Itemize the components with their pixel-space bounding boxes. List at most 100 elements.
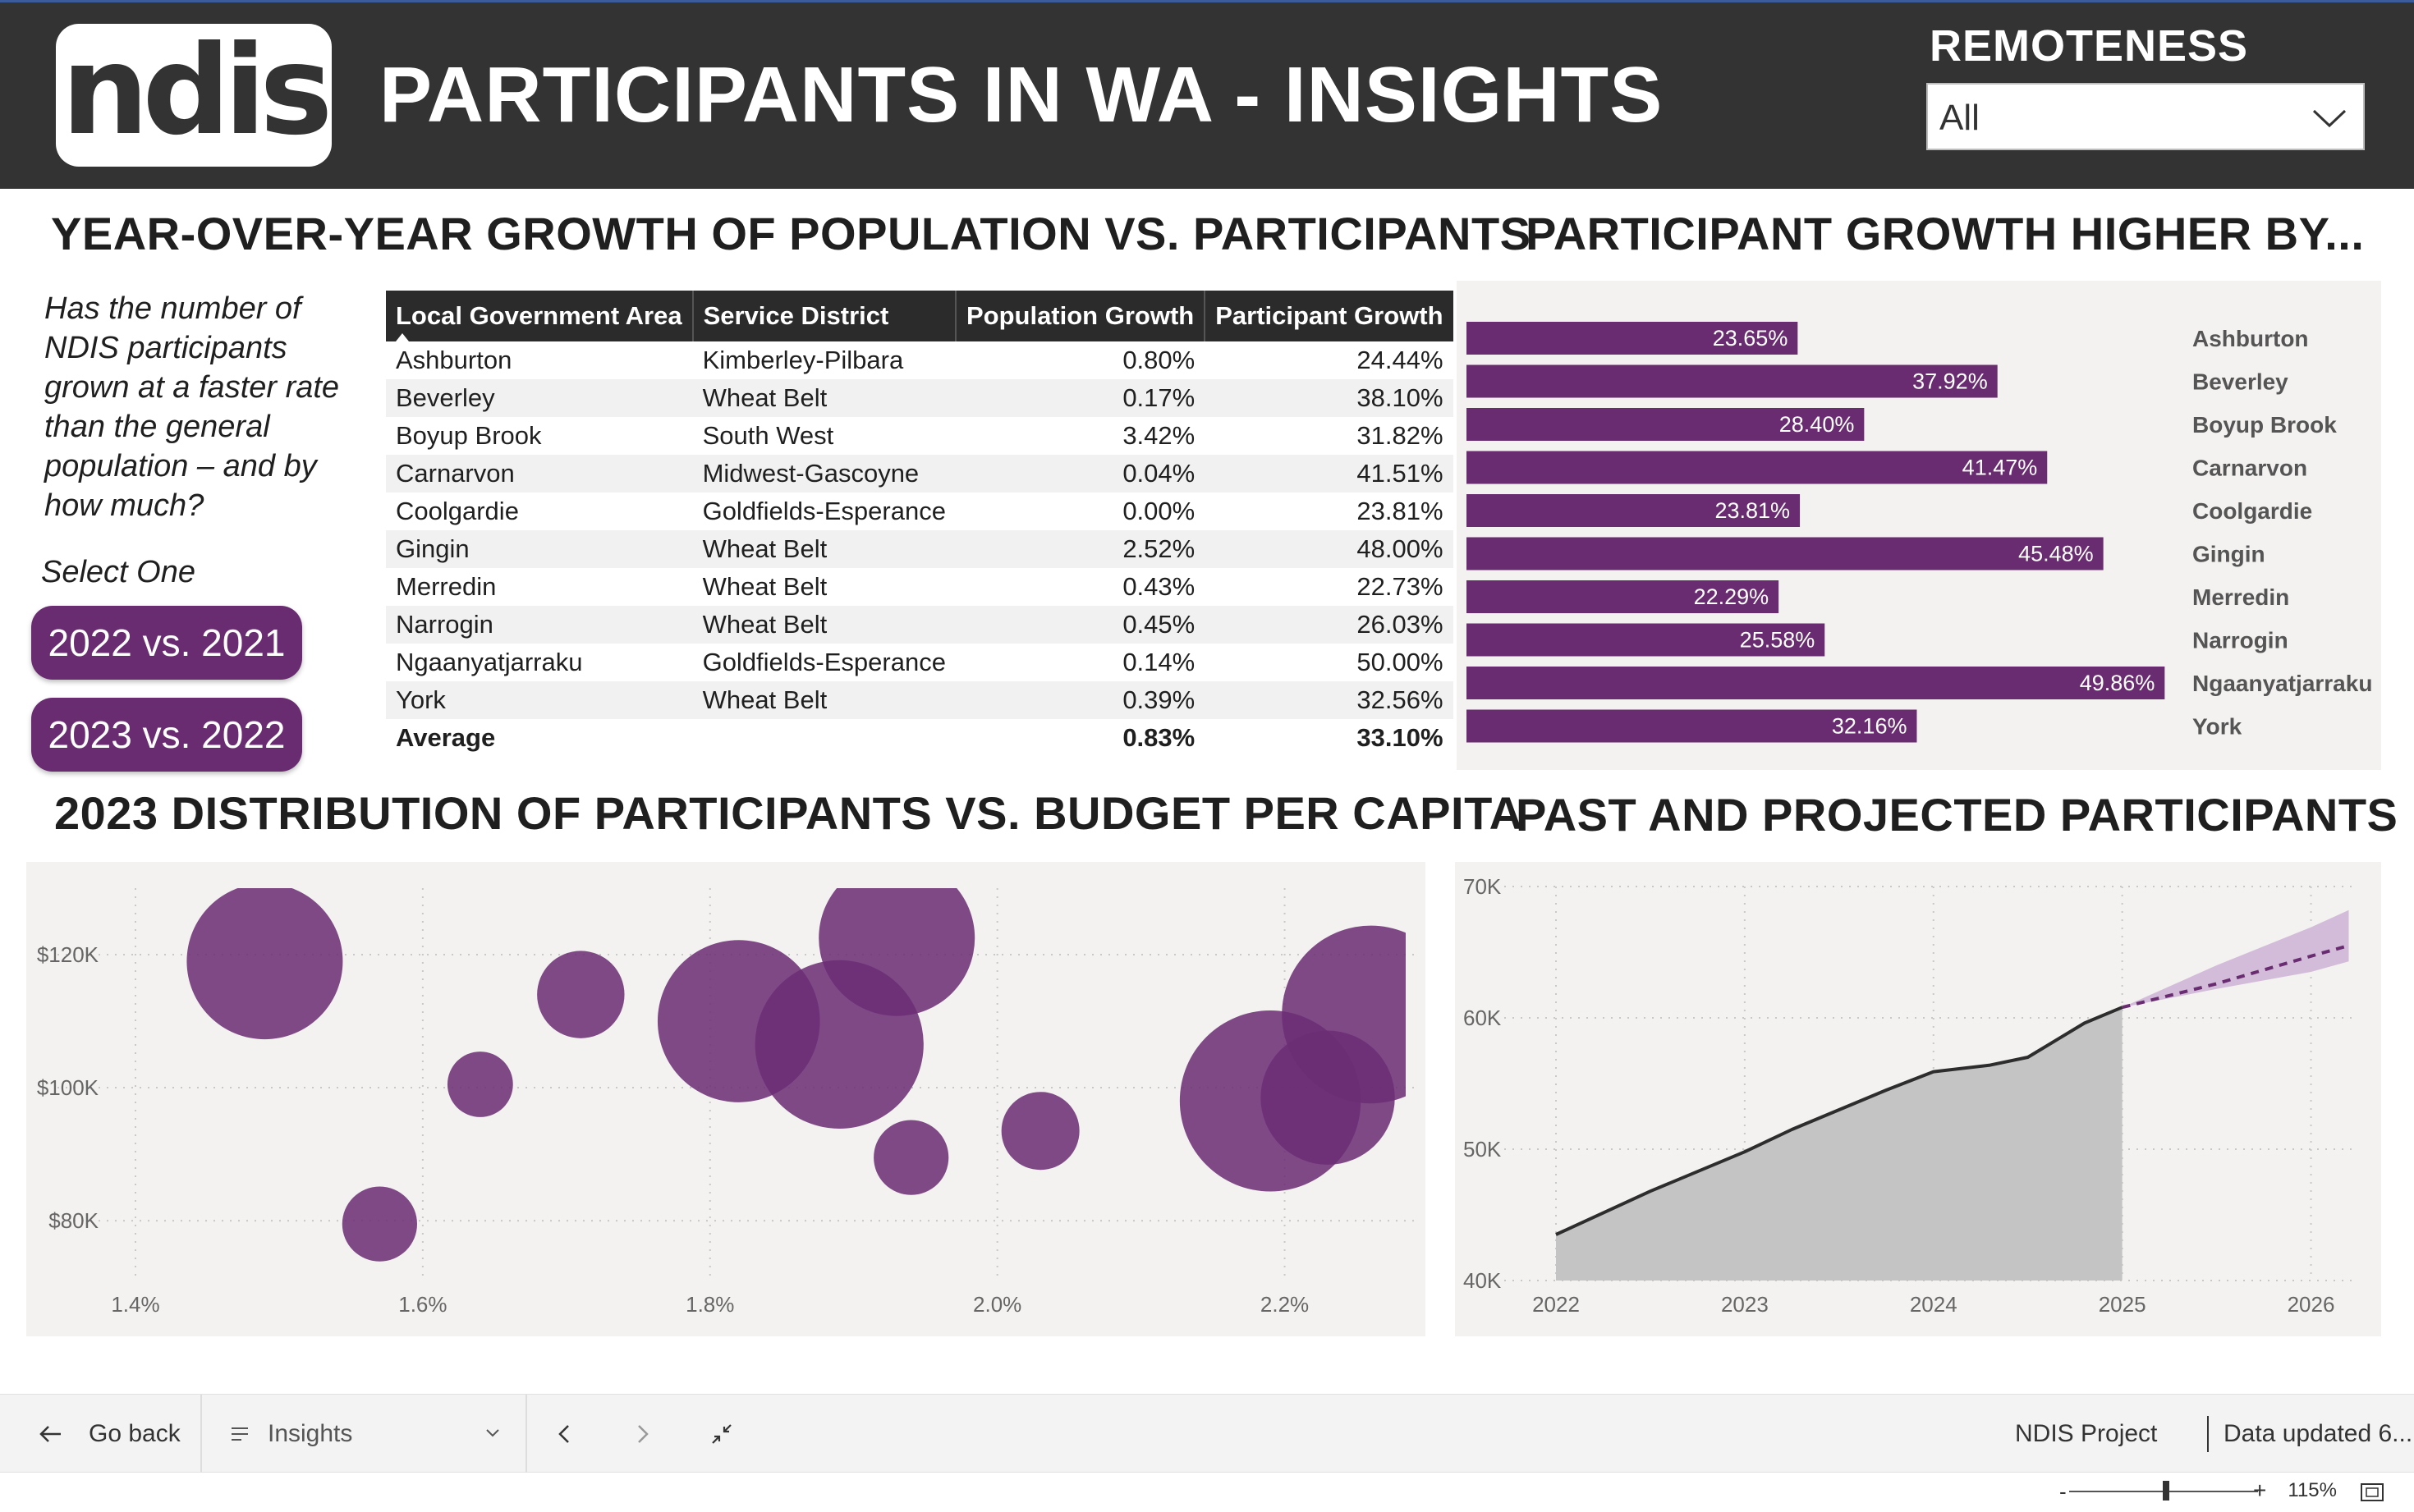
x-tick-label: 2023 xyxy=(1721,1292,1769,1317)
table-row[interactable]: Narrogin Wheat Belt 0.45% 26.03% xyxy=(386,606,1453,644)
bar-category-label: Beverley xyxy=(2192,369,2288,395)
table-cell: 32.56% xyxy=(1205,681,1453,719)
collapse-icon xyxy=(712,1424,732,1444)
table-cell: Wheat Belt xyxy=(702,572,828,601)
bubble[interactable] xyxy=(874,1120,949,1195)
exit-fullscreen-button[interactable] xyxy=(709,1395,734,1473)
table-average-cell: 0.83% xyxy=(1122,723,1196,752)
forecast-line[interactable] xyxy=(2122,944,2350,1010)
divider xyxy=(2207,1416,2209,1452)
column-header-population-growth[interactable]: Population Growth xyxy=(955,291,1206,341)
next-page-button[interactable] xyxy=(632,1395,652,1473)
table-body: Ashburton Kimberley-Pilbara 0.80% 24.44% Bev… xyxy=(386,341,1453,757)
bar-value-label: 23.65% xyxy=(1713,326,1788,351)
bar-value-label: 45.48% xyxy=(2018,542,2094,566)
data-updated-text: Data updated 6... xyxy=(2224,1420,2413,1447)
table-row[interactable]: Beverley Wheat Belt 0.17% 38.10% xyxy=(386,379,1453,417)
bar[interactable] xyxy=(1466,623,1825,657)
bar[interactable] xyxy=(1466,494,1801,527)
table-header-row: Local Government Area Service District P… xyxy=(386,291,1453,341)
year-button-2022-vs-2021[interactable]: 2022 vs. 2021 xyxy=(31,606,302,680)
remoteness-dropdown[interactable]: All xyxy=(1926,83,2365,150)
table-row[interactable]: Carnarvon Midwest-Gascoyne 0.04% 41.51% xyxy=(386,455,1453,493)
year-button-2023-vs-2022[interactable]: 2023 vs. 2022 xyxy=(31,698,302,772)
actual-line[interactable] xyxy=(1555,1006,2123,1236)
bubble[interactable] xyxy=(537,951,625,1038)
arrow-left-icon xyxy=(39,1426,61,1442)
table-cell: 3.42% xyxy=(1122,421,1196,450)
bar-category-label: Boyup Brook xyxy=(2192,412,2337,438)
page-navigator-dropdown[interactable]: Insights xyxy=(230,1395,501,1473)
zoom-out-button[interactable]: - xyxy=(2059,1479,2067,1504)
table-cell: Midwest-Gascoyne xyxy=(692,455,956,493)
bar-value-label: 23.81% xyxy=(1714,498,1790,523)
table-cell: 0.43% xyxy=(1122,572,1196,601)
table-cell: Goldfields-Esperance xyxy=(702,497,946,525)
divider xyxy=(525,1395,527,1473)
x-tick-label: 2026 xyxy=(2288,1292,2335,1317)
x-tick-label: 1.6% xyxy=(398,1292,447,1317)
chevron-left-icon xyxy=(558,1425,569,1443)
bar[interactable] xyxy=(1466,451,2048,484)
bar-category-label: Gingin xyxy=(2192,542,2265,567)
bar-category-label: York xyxy=(2192,714,2242,740)
bar[interactable] xyxy=(1466,364,1998,398)
table-row[interactable]: Ngaanyatjarraku Goldfields-Esperance 0.14%… xyxy=(386,644,1453,681)
bubble[interactable] xyxy=(1001,1092,1080,1171)
bar-value-label: 28.40% xyxy=(1779,412,1855,437)
y-tick-label: 50K xyxy=(1463,1137,1502,1161)
table-cell: 0.17% xyxy=(955,379,1205,417)
zoom-slider-thumb[interactable] xyxy=(2163,1481,2169,1501)
column-header-lga[interactable]: Local Government Area xyxy=(386,291,694,341)
x-tick-label: 2022 xyxy=(1532,1292,1580,1317)
table-row[interactable]: Merredin Wheat Belt 0.43% 22.73% xyxy=(386,568,1453,606)
table-cell: Wheat Belt xyxy=(692,530,956,568)
table-cell: Boyup Brook xyxy=(396,421,542,450)
column-header-service-district[interactable]: Service District xyxy=(692,291,957,341)
bubble[interactable] xyxy=(447,1052,513,1117)
y-tick-label: 70K xyxy=(1463,874,1502,899)
projected-participants-chart: 2022 2023 2024 2025 2026 70K 60K 50K 40K xyxy=(1455,862,2381,1336)
bar-category-label: Narrogin xyxy=(2192,628,2288,653)
table-cell: 31.82% xyxy=(1356,421,1443,450)
page-navigator-value: Insights xyxy=(268,1420,353,1447)
bar[interactable] xyxy=(1466,580,1779,613)
column-header-participant-growth[interactable]: Participant Growth xyxy=(1205,291,1453,341)
x-tick-label: 2.2% xyxy=(1260,1292,1309,1317)
table-cell: 2.52% xyxy=(955,530,1205,568)
distribution-title: 2023 DISTRIBUTION OF PARTICIPANTS VS. BU… xyxy=(54,787,1523,839)
table-cell: York xyxy=(386,681,693,719)
table-row[interactable]: Ashburton Kimberley-Pilbara 0.80% 24.44% xyxy=(386,341,1453,379)
go-back-button[interactable]: Go back xyxy=(38,1395,181,1473)
bubble[interactable] xyxy=(186,883,343,1040)
table-cell: 0.04% xyxy=(955,455,1205,493)
bubble[interactable] xyxy=(1282,925,1425,1104)
y-tick-label: $120K xyxy=(37,942,99,967)
bar[interactable] xyxy=(1466,322,1798,355)
fit-to-page-icon[interactable] xyxy=(2360,1482,2384,1502)
table-row[interactable]: Gingin Wheat Belt 2.52% 48.00% xyxy=(386,530,1453,568)
zoom-in-button[interactable]: + xyxy=(2253,1478,2267,1503)
bubble[interactable] xyxy=(342,1186,417,1262)
bar-value-label: 32.16% xyxy=(1832,714,1907,739)
table-cell: 48.00% xyxy=(1205,530,1453,568)
y-tick-label: $100K xyxy=(37,1075,99,1100)
table-cell: 24.44% xyxy=(1356,346,1443,374)
table-row[interactable]: Coolgardie Goldfields-Esperance 0.00% 23.81… xyxy=(386,493,1453,530)
table-cell: 0.14% xyxy=(1122,648,1196,676)
table-average-cell: 33.10% xyxy=(1356,723,1443,752)
bar-category-label: Carnarvon xyxy=(2192,456,2307,481)
participant-growth-higher-title: PARTICIPANT GROWTH HIGHER BY... xyxy=(1526,208,2365,259)
bar[interactable] xyxy=(1466,408,1865,441)
bar[interactable] xyxy=(1466,537,2104,570)
yoy-growth-title: YEAR-OVER-YEAR GROWTH OF POPULATION VS. … xyxy=(51,208,1531,259)
bubble[interactable] xyxy=(819,862,975,1016)
chevron-right-icon xyxy=(638,1425,649,1443)
table-cell: Coolgardie xyxy=(396,497,519,525)
table-row[interactable]: Boyup Brook South West 3.42% 31.82% xyxy=(386,417,1453,455)
bar-value-label: 25.58% xyxy=(1740,628,1815,653)
previous-page-button[interactable] xyxy=(555,1395,575,1473)
table-row[interactable]: York Wheat Belt 0.39% 32.56% xyxy=(386,681,1453,719)
bar[interactable] xyxy=(1466,709,1917,743)
bar[interactable] xyxy=(1466,667,2165,699)
